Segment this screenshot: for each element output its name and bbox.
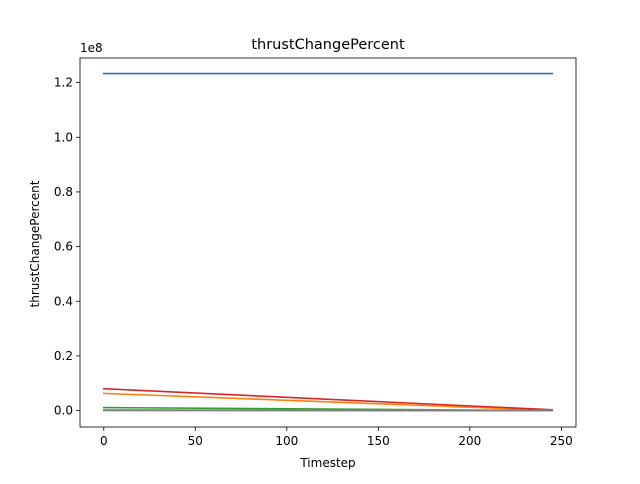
x-tick-label-200: 200: [458, 434, 481, 448]
x-axis-label: Timestep: [299, 456, 355, 470]
y-tick-label-0.2: 0.2: [54, 349, 73, 363]
x-tick-label-0: 0: [100, 434, 108, 448]
x-tick-label-50: 50: [188, 434, 203, 448]
x-tick-label-250: 250: [550, 434, 573, 448]
y-tick-label-0.6: 0.6: [54, 240, 73, 254]
y-tick-label-0.0: 0.0: [54, 404, 73, 418]
y-tick-label-0.4: 0.4: [54, 294, 73, 308]
y-tick-label-1.2: 1.2: [54, 76, 73, 90]
chart-title: thrustChangePercent: [251, 37, 405, 53]
y-axis-label: thrustChangePercent: [28, 180, 42, 307]
y-tick-label-1.0: 1.0: [54, 130, 73, 144]
y-axis-offset-text: 1e8: [80, 41, 103, 55]
y-tick-label-0.8: 0.8: [54, 185, 73, 199]
x-tick-label-100: 100: [275, 434, 298, 448]
x-tick-label-150: 150: [367, 434, 390, 448]
